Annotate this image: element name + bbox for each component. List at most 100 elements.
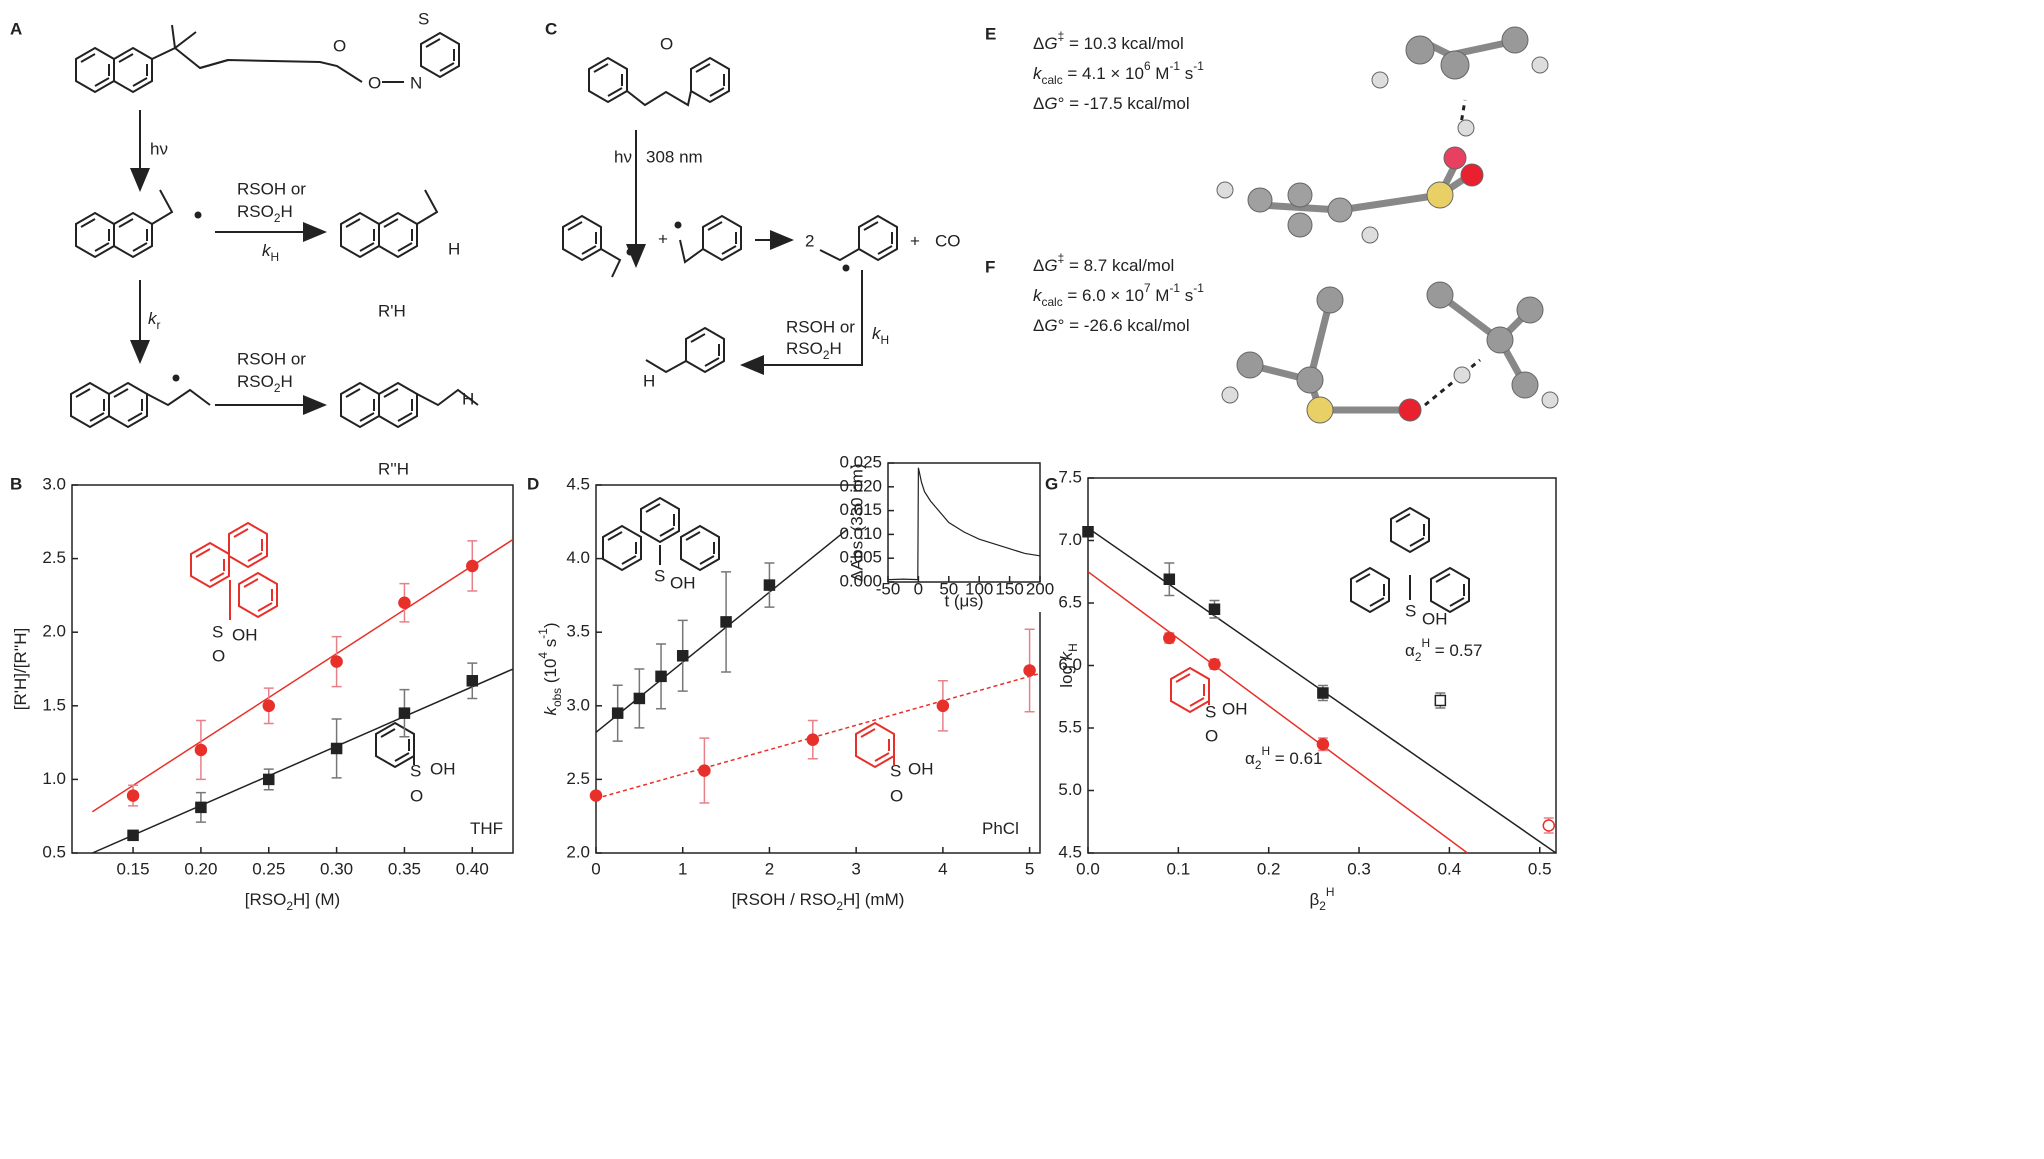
text-piece: M: [1151, 64, 1170, 83]
scheme-text: O: [660, 34, 673, 53]
data-point: [263, 773, 275, 786]
y-tick-label: 1.5: [42, 695, 66, 714]
text-piece: H: [280, 372, 292, 391]
x-tick-label: 0.5: [1528, 859, 1552, 878]
text-piece: ): [541, 622, 560, 628]
text-piece: Δ: [1033, 94, 1044, 113]
y-tick-label: 3.0: [42, 474, 66, 493]
text-piece: H: [1066, 643, 1080, 652]
data-point: [1163, 631, 1176, 645]
x-tick-label: 4: [938, 859, 947, 878]
x-tick-label: 50: [939, 579, 958, 598]
atom-label: S: [212, 622, 223, 641]
atom-label: OH: [430, 759, 456, 778]
text-piece: H] (mM): [843, 890, 904, 909]
data-point: [1542, 819, 1556, 832]
x-tick-label: 0.0: [1076, 859, 1100, 878]
fit-line: [91, 538, 513, 813]
annotation: PhCl: [982, 819, 1019, 838]
text-piece: -1: [536, 628, 550, 639]
text-piece: H: [1326, 885, 1335, 899]
x-axis-label: [RSO2H] (M): [245, 890, 340, 913]
inset-y-label: ΔAbs. (330 nm): [847, 463, 866, 581]
scheme-text: CO: [935, 231, 961, 250]
data-point: [1434, 694, 1447, 707]
scheme-text: RSOH or: [786, 317, 855, 336]
data-point: [330, 742, 343, 755]
x-axis-label: β2H: [1310, 885, 1335, 913]
inset-bg: [854, 457, 1044, 612]
data-point: [589, 789, 603, 802]
data-point: [806, 733, 820, 746]
x-tick-label: 0.25: [252, 859, 285, 878]
text-piece: Δ: [1033, 316, 1044, 335]
panel-label: F: [985, 257, 995, 276]
panel-label: B: [10, 474, 22, 493]
data-point: [262, 699, 276, 713]
text-piece: r: [157, 318, 161, 332]
atom-label: O: [890, 786, 903, 805]
annotation: THF: [470, 819, 503, 838]
x-tick-label: 100: [965, 579, 993, 598]
text-piece: log: [1057, 660, 1076, 687]
y-tick-label: 0.000: [839, 571, 882, 590]
text-piece: H] (M): [293, 890, 340, 909]
molecule-e: [1216, 26, 1549, 244]
scheme-text: hν: [150, 139, 168, 158]
panel-label: A: [10, 19, 22, 38]
y-tick-label: 2.0: [42, 622, 66, 641]
scheme-text: S: [418, 9, 429, 28]
scheme-text: +: [658, 229, 668, 248]
scheme-text: O: [368, 73, 381, 92]
panel-label: C: [545, 19, 557, 38]
text-piece: [R'H]/[R''H]: [11, 628, 30, 710]
text-piece: H: [271, 250, 280, 264]
data-point: [1082, 526, 1094, 538]
data-point: [466, 675, 479, 687]
scheme-text: kr: [148, 309, 161, 332]
text-piece: α: [1405, 641, 1415, 660]
y-tick-label: 0.015: [839, 500, 882, 519]
text-piece: calc: [1042, 295, 1063, 309]
text-piece: k: [262, 241, 272, 260]
data-point: [698, 764, 711, 777]
fit-line: [92, 668, 513, 853]
text-piece: 2: [1415, 650, 1422, 664]
structure: [70, 24, 479, 428]
text-piece: RSO: [786, 339, 823, 358]
scheme-text: H: [448, 239, 460, 258]
text-piece: s: [1180, 286, 1193, 305]
atom-label: O: [410, 786, 423, 805]
atom-label: OH: [1222, 699, 1248, 718]
x-tick-label: 150: [995, 579, 1023, 598]
x-tick-label: 0.30: [320, 859, 353, 878]
y-tick-label: 6.5: [1058, 592, 1082, 611]
data-point: [1163, 573, 1176, 585]
text-piece: k: [1033, 64, 1043, 83]
x-tick-label: 200: [1026, 579, 1054, 598]
scheme-text: 308 nm: [646, 147, 703, 166]
scheme-text: RSO2H: [237, 372, 293, 395]
text-piece: 2: [1319, 899, 1326, 913]
y-tick-label: 3.0: [566, 695, 590, 714]
inset-trace: [887, 467, 1041, 581]
y-tick-label: 4.5: [566, 474, 590, 493]
y-tick-label: 6.0: [1058, 655, 1082, 674]
panel-label: D: [527, 474, 539, 493]
y-tick-label: 0.025: [839, 452, 882, 471]
text-piece: calc: [1042, 73, 1063, 87]
text-piece: 2: [286, 899, 293, 913]
scheme-text: H: [462, 389, 474, 408]
structure: [190, 497, 1470, 768]
text-piece: = 8.7 kcal/mol: [1064, 256, 1174, 275]
x-tick-label: 0.2: [1257, 859, 1281, 878]
text-piece: M: [1151, 286, 1170, 305]
data-point: [127, 829, 139, 842]
y-tick-label: 0.5: [42, 842, 66, 861]
energy-text: kcalc = 4.1 × 106 M-1 s-1: [1033, 59, 1204, 87]
x-tick-label: 0.1: [1167, 859, 1191, 878]
data-point: [1316, 738, 1330, 751]
atom-label: OH: [232, 625, 258, 644]
text-piece: 6: [1144, 59, 1151, 73]
y-axis-label: kobs (104 s-1): [536, 622, 564, 715]
